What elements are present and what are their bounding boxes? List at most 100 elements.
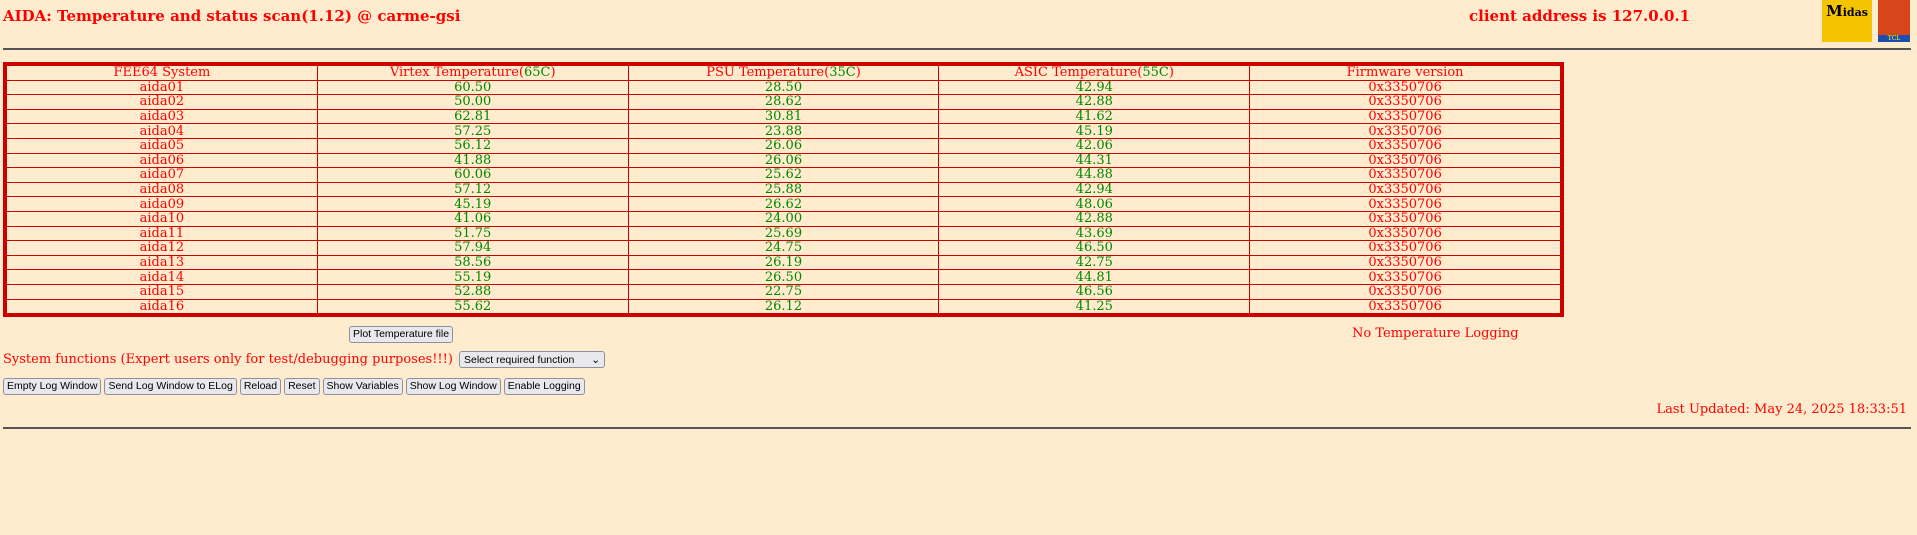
firmware-version: 0x3350706 (1250, 138, 1560, 153)
system-name: aida16 (7, 299, 317, 314)
psu-temp: 24.00 (628, 211, 939, 226)
table-row: aida09 45.19 26.62 48.06 0x3350706 (7, 197, 1560, 211)
psu-temp: 28.50 (628, 80, 939, 95)
firmware-version: 0x3350706 (1250, 270, 1560, 284)
asic-temp: 42.94 (939, 80, 1250, 95)
column-header: Virtex Temperature(65C) (317, 65, 628, 81)
psu-temp: 26.06 (628, 153, 939, 168)
virtex-temp: 55.62 (317, 299, 628, 314)
asic-temp: 42.88 (939, 95, 1250, 109)
psu-temp: 26.06 (628, 138, 939, 153)
table-row: aida07 60.06 25.62 44.88 0x3350706 (7, 168, 1560, 182)
asic-temp: 44.88 (939, 168, 1250, 182)
asic-temp: 45.19 (939, 124, 1250, 138)
asic-temp: 46.56 (939, 284, 1250, 299)
system-name: aida09 (7, 197, 317, 211)
function-select[interactable]: Select required function ⌄ (459, 351, 605, 368)
psu-temp: 26.12 (628, 299, 939, 314)
asic-temp: 42.75 (939, 255, 1250, 270)
function-select-value: Select required function (464, 353, 575, 366)
enable-logging-button[interactable]: Enable Logging (503, 378, 585, 395)
firmware-version: 0x3350706 (1250, 109, 1560, 124)
table-row: aida15 52.88 22.75 46.56 0x3350706 (7, 284, 1560, 299)
system-name: aida14 (7, 270, 317, 284)
plot-temperature-file-button[interactable]: Plot Temperature file (349, 326, 454, 343)
page-title: AIDA: Temperature and status scan(1.12) … (3, 7, 461, 25)
system-name: aida02 (7, 95, 317, 109)
header-limit: 35C (829, 65, 856, 81)
firmware-version: 0x3350706 (1250, 95, 1560, 109)
header-row: FEE64 System Virtex Temperature(65C) PSU T… (7, 66, 1560, 80)
last-updated: Last Updated: May 24, 2025 18:33:51 (1656, 402, 1907, 417)
midas-logo: Midas (1822, 0, 1872, 42)
divider-bottom (3, 427, 1911, 429)
virtex-temp: 51.75 (317, 226, 628, 241)
header-limit: 55C (1142, 65, 1169, 81)
firmware-version: 0x3350706 (1250, 241, 1560, 255)
client-address: client address is 127.0.0.1 (1469, 7, 1691, 25)
table-row: aida14 55.19 26.50 44.81 0x3350706 (7, 270, 1560, 284)
system-name: aida08 (7, 182, 317, 197)
system-name: aida12 (7, 241, 317, 255)
header-close: ) (1168, 65, 1174, 81)
psu-temp: 26.19 (628, 255, 939, 270)
virtex-temp: 57.94 (317, 241, 628, 255)
psu-temp: 26.62 (628, 197, 939, 211)
asic-temp: 44.31 (939, 153, 1250, 168)
table-row: aida16 55.62 26.12 41.25 0x3350706 (7, 299, 1560, 314)
table-row: aida12 57.94 24.75 46.50 0x3350706 (7, 241, 1560, 255)
asic-temp: 44.81 (939, 270, 1250, 284)
virtex-temp: 57.25 (317, 124, 628, 138)
system-name: aida05 (7, 138, 317, 153)
table-row: aida13 58.56 26.19 42.75 0x3350706 (7, 255, 1560, 270)
virtex-temp: 57.12 (317, 182, 628, 197)
tcl-powered-logo: TCL (1878, 0, 1910, 42)
virtex-temp: 52.88 (317, 284, 628, 299)
table-row: aida01 60.50 28.50 42.94 0x3350706 (7, 80, 1560, 95)
system-name: aida06 (7, 153, 317, 168)
show-variables-button[interactable]: Show Variables (322, 378, 403, 395)
virtex-temp: 50.00 (317, 95, 628, 109)
table-row: aida04 57.25 23.88 45.19 0x3350706 (7, 124, 1560, 138)
virtex-temp: 41.06 (317, 211, 628, 226)
asic-temp: 48.06 (939, 197, 1250, 211)
header-close: ) (855, 65, 861, 81)
table-row: aida03 62.81 30.81 41.62 0x3350706 (7, 109, 1560, 124)
psu-temp: 23.88 (628, 124, 939, 138)
asic-temp: 42.06 (939, 138, 1250, 153)
table-row: aida06 41.88 26.06 44.31 0x3350706 (7, 153, 1560, 168)
system-functions-label: System functions (Expert users only for … (3, 352, 453, 367)
temperature-table: FEE64 System Virtex Temperature(65C) PSU T… (3, 62, 1564, 318)
system-name: aida07 (7, 168, 317, 182)
column-header: ASIC Temperature(55C) (939, 65, 1250, 81)
psu-temp: 25.62 (628, 168, 939, 182)
header-text: FEE64 System (113, 65, 211, 81)
table-row: aida08 57.12 25.88 42.94 0x3350706 (7, 182, 1560, 197)
asic-temp: 46.50 (939, 241, 1250, 255)
empty-log-window-button[interactable]: Empty Log Window (3, 378, 102, 395)
virtex-temp: 55.19 (317, 270, 628, 284)
reset-button[interactable]: Reset (284, 378, 320, 395)
system-name: aida15 (7, 284, 317, 299)
system-name: aida03 (7, 109, 317, 124)
divider-top (3, 48, 1911, 50)
firmware-version: 0x3350706 (1250, 284, 1560, 299)
table-row: aida11 51.75 25.69 43.69 0x3350706 (7, 226, 1560, 241)
psu-temp: 22.75 (628, 284, 939, 299)
column-header: FEE64 System (7, 66, 317, 80)
virtex-temp: 62.81 (317, 109, 628, 124)
firmware-version: 0x3350706 (1250, 168, 1560, 182)
show-log-window-button[interactable]: Show Log Window (405, 378, 501, 395)
header-limit: 65C (523, 65, 551, 81)
send-log-window-to-elog-button[interactable]: Send Log Window to ELog (104, 378, 237, 395)
system-name: aida04 (7, 124, 317, 138)
asic-temp: 41.62 (939, 109, 1250, 124)
firmware-version: 0x3350706 (1250, 124, 1560, 138)
virtex-temp: 60.06 (317, 168, 628, 182)
firmware-version: 0x3350706 (1250, 211, 1560, 226)
reload-button[interactable]: Reload (239, 378, 282, 395)
header-close: ) (550, 65, 556, 81)
system-name: aida11 (7, 226, 317, 241)
virtex-temp: 45.19 (317, 197, 628, 211)
psu-temp: 25.88 (628, 182, 939, 197)
